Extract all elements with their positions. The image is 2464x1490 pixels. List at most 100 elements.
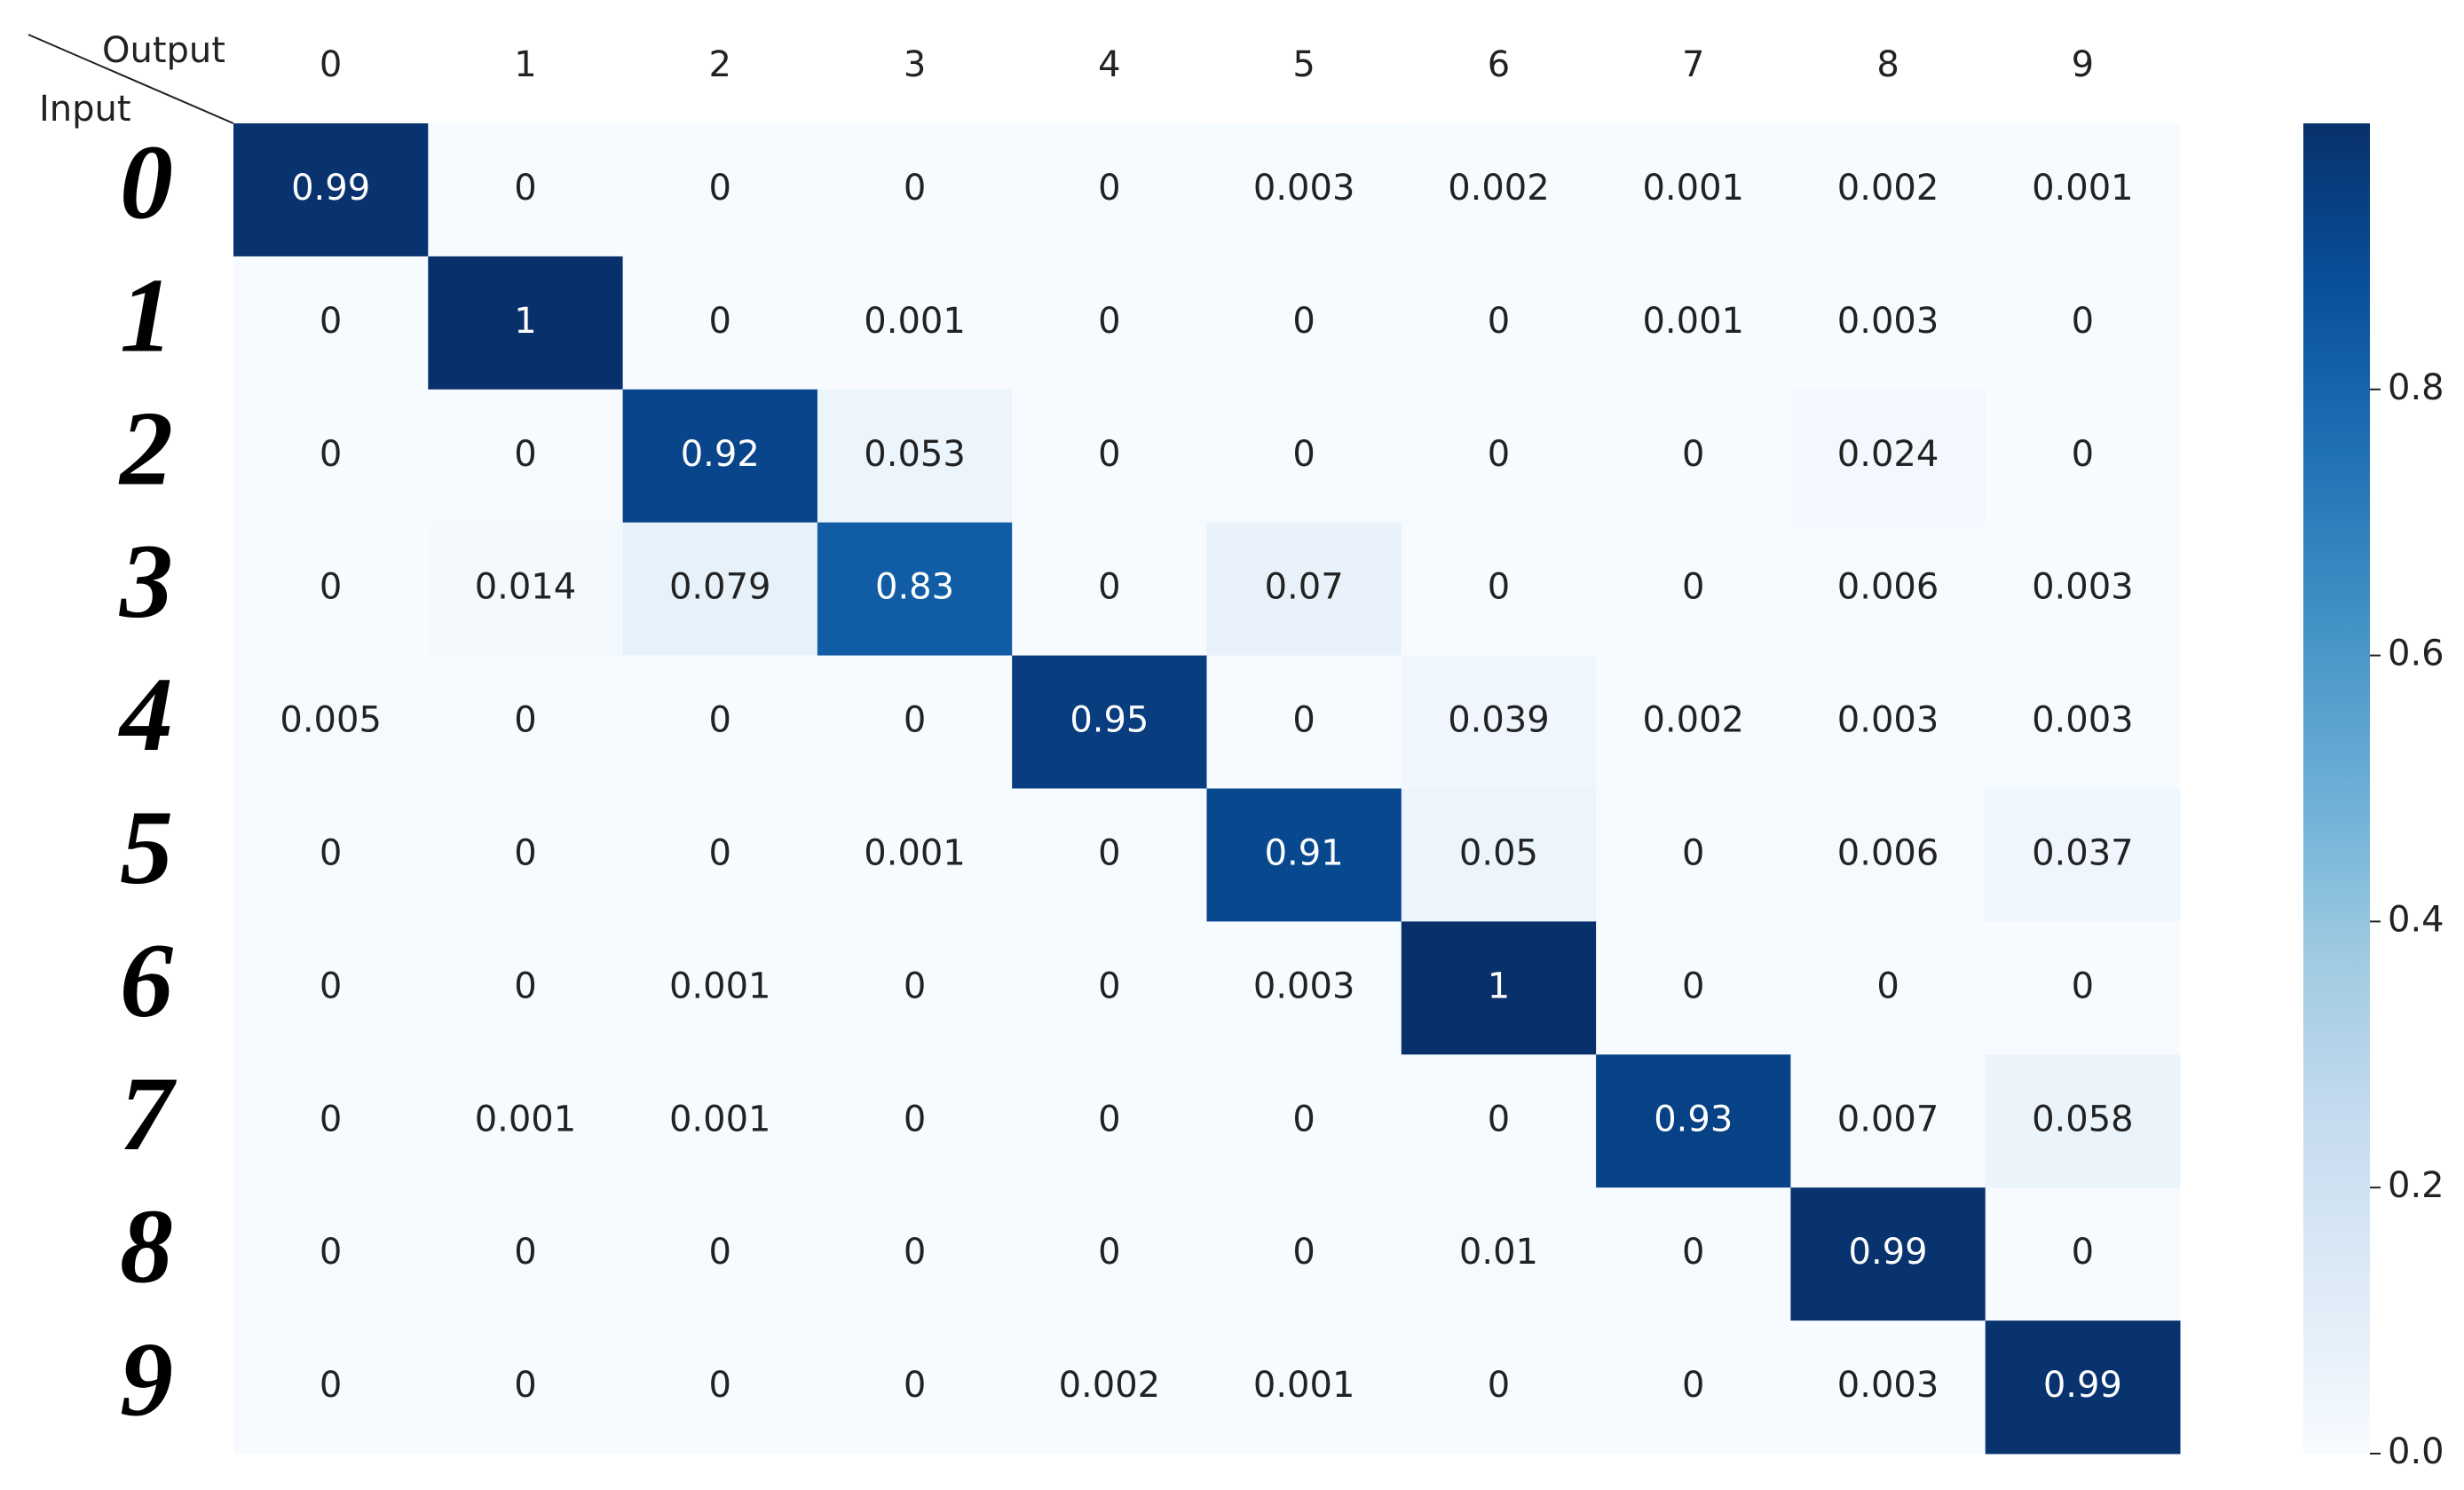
cell: [1012, 256, 1207, 390]
colorbar-tick-label: 0.4: [2388, 899, 2444, 940]
cell: [1985, 1054, 2181, 1188]
x-tick-label: 1: [514, 44, 536, 85]
cell-label: 0.002: [1837, 168, 1939, 209]
cell: [1012, 921, 1207, 1055]
y-tick-label: 1: [120, 256, 173, 374]
cell-label: 0.001: [1642, 168, 1744, 209]
x-axis-label: Output: [102, 30, 225, 71]
x-tick-label: 6: [1488, 44, 1510, 85]
colorbar-tick-label: 0.6: [2388, 634, 2444, 674]
cell: [817, 123, 1013, 257]
cell-label: 0: [709, 832, 731, 873]
cell-label: 0.99: [1849, 1232, 1928, 1273]
x-tick-label: 2: [709, 44, 731, 85]
cell: [428, 921, 624, 1055]
x-tick-label: 5: [1292, 44, 1315, 85]
cell: [1596, 1321, 1791, 1455]
cell: [1596, 256, 1791, 390]
cell-label: 0: [904, 1232, 926, 1273]
cell: [1206, 1187, 1402, 1321]
cell-label: 0.005: [280, 700, 382, 741]
cell-label: 0: [2072, 1232, 2094, 1273]
cell: [428, 655, 624, 789]
cell-label: 0.05: [1459, 832, 1538, 873]
cell: [1206, 123, 1402, 257]
cell-label: 0: [1682, 966, 1704, 1006]
cell-label: 0.001: [669, 966, 771, 1006]
cell: [1206, 256, 1402, 390]
cell: [428, 1054, 624, 1188]
cell: [1401, 123, 1597, 257]
y-tick-label: 5: [120, 788, 173, 906]
cell-label: 0.039: [1448, 700, 1550, 741]
cell: [1790, 1054, 1986, 1188]
cell: [233, 921, 429, 1055]
cell-label: 0: [709, 1365, 731, 1406]
cell: [1790, 123, 1986, 257]
cell: [1985, 1187, 2181, 1321]
cell-label: 0: [320, 966, 342, 1006]
cell: [1985, 921, 2181, 1055]
cell: [1596, 1187, 1791, 1321]
cell: [1012, 788, 1207, 922]
cell-label: 0.037: [2032, 832, 2134, 873]
cell-label: 0: [1098, 832, 1120, 873]
cell: [1401, 921, 1597, 1055]
cell-label: 0.001: [475, 1099, 577, 1139]
cell-label: 0: [320, 434, 342, 475]
cell: [1790, 788, 1986, 922]
y-tick-label: 3: [119, 522, 173, 640]
cell: [817, 256, 1013, 390]
cell-label: 0.003: [1253, 168, 1355, 209]
cell: [233, 1054, 429, 1188]
cell-label: 0: [320, 301, 342, 342]
cell-label: 0.93: [1654, 1099, 1733, 1139]
cell-label: 0: [514, 1232, 536, 1273]
cell-label: 0: [904, 168, 926, 209]
cell: [1596, 522, 1791, 657]
cell: [817, 655, 1013, 789]
cell: [1401, 1187, 1597, 1321]
cell-label: 0.024: [1837, 434, 1939, 475]
cell-label: 0.83: [875, 567, 954, 608]
cell: [1206, 788, 1402, 922]
cell: [1790, 1321, 1986, 1455]
cell: [428, 522, 624, 657]
cell-label: 0.058: [2032, 1099, 2134, 1139]
cell-label: 0: [2072, 301, 2094, 342]
cell-label: 0: [1488, 301, 1510, 342]
y-tick-label: 8: [120, 1187, 173, 1305]
cell-label: 0.95: [1070, 700, 1149, 741]
cell: [1206, 389, 1402, 524]
cell-label: 0: [1488, 1365, 1510, 1406]
y-tick-label: 6: [120, 921, 173, 1039]
cell: [1401, 788, 1597, 922]
cell: [233, 788, 429, 922]
cell-label: 0.003: [1253, 966, 1355, 1006]
cell-label: 0.002: [1642, 700, 1744, 741]
cell-label: 0: [320, 1232, 342, 1273]
cell-label: 0: [2072, 966, 2094, 1006]
cell-label: 0.001: [864, 832, 966, 873]
colorbar: [2303, 123, 2370, 1454]
cell: [622, 921, 818, 1055]
cell: [428, 1187, 624, 1321]
cell-label: 0: [1292, 301, 1315, 342]
cell-label: 0.07: [1265, 567, 1344, 608]
cell-label: 0: [1682, 832, 1704, 873]
cell-label: 0: [1682, 1232, 1704, 1273]
cell-label: 0: [709, 700, 731, 741]
cell: [622, 655, 818, 789]
cell-label: 0.91: [1265, 832, 1344, 873]
cell: [428, 788, 624, 922]
cell-label: 0: [1098, 567, 1120, 608]
cell-label: 0: [1098, 434, 1120, 475]
cell-label: 0: [709, 168, 731, 209]
x-tick-label: 7: [1682, 44, 1704, 85]
colorbar-tick-label: 0.8: [2388, 367, 2444, 408]
cell: [1401, 522, 1597, 657]
cell: [1985, 1321, 2181, 1455]
cell: [233, 389, 429, 524]
cell: [1206, 1321, 1402, 1455]
cell: [233, 123, 429, 257]
